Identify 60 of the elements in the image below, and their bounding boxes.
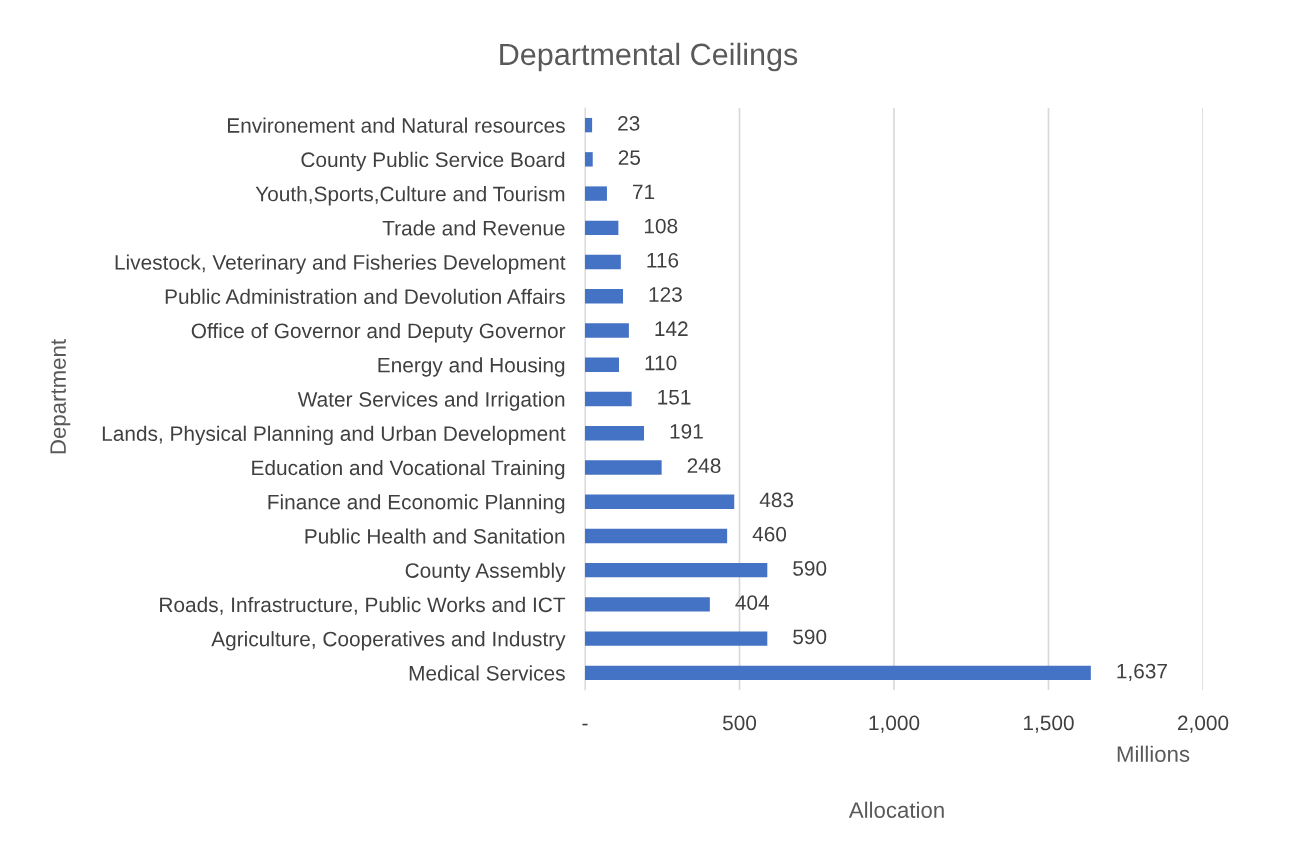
x-tick-label: 2,000	[1177, 715, 1229, 733]
y-axis-title: Department	[50, 339, 71, 454]
data-label: 590	[793, 629, 827, 645]
y-tick-label: Education and Vocational Training	[252, 459, 565, 480]
y-tick-label: Youth,Sports,Culture and Tourism	[255, 186, 565, 206]
y-tick-label: Public Health and Sanitation	[305, 528, 565, 544]
bar	[585, 562, 768, 578]
data-label: 116	[647, 252, 679, 268]
data-label: 191	[670, 424, 703, 439]
bar	[585, 528, 728, 544]
y-tick-label: Roads, Infrastructure, Public Works and ICT	[160, 596, 566, 615]
data-label: 71	[633, 184, 655, 199]
bar	[585, 357, 619, 372]
y-tick-label: Livestock, Veterinary and Fisheries Development	[115, 254, 566, 274]
chart-title: Departmental Ceilings	[500, 42, 798, 72]
y-tick-label: Public Administration and Devolution Affairs	[165, 288, 565, 305]
bar	[585, 631, 768, 646]
x-axis-title: Allocation	[848, 801, 944, 818]
data-label: 483	[759, 492, 794, 508]
bar	[585, 665, 1091, 681]
data-label: 25	[618, 150, 641, 165]
x-tick-label: 1,000	[869, 715, 920, 733]
x-tick-label: 500	[722, 715, 757, 731]
data-label: 590	[793, 561, 827, 576]
y-tick-label: Agriculture, Cooperatives and Industry	[211, 631, 566, 651]
y-tick-label: Medical Services	[409, 665, 565, 681]
data-label: 110	[645, 355, 677, 371]
y-tick-label: County Assembly	[405, 562, 566, 583]
data-label: 123	[649, 287, 682, 302]
bar	[585, 117, 593, 133]
bar	[585, 391, 632, 407]
data-label: 108	[644, 218, 678, 234]
data-label: 142	[655, 321, 688, 336]
y-tick-label: Environement and Natural resources	[227, 117, 565, 133]
data-label: 151	[658, 390, 691, 405]
y-tick-label: Lands, Physical Planning and Urban Development	[102, 425, 566, 446]
y-tick-label: Energy and Housing	[378, 357, 565, 377]
x-tick-label: 1,500	[1024, 715, 1074, 733]
y-tick-label: Water Services and Irrigation	[297, 391, 565, 411]
bar	[585, 254, 621, 270]
y-tick-label: Trade and Revenue	[382, 220, 565, 236]
x-tick-label: -	[582, 723, 588, 726]
bar	[585, 426, 645, 441]
y-tick-label: Finance and Economic Planning	[268, 494, 565, 514]
bar	[585, 460, 662, 475]
bar	[585, 220, 619, 236]
data-label: 460	[752, 526, 787, 542]
data-label: 1,637	[1117, 663, 1167, 681]
text: Millions	[1117, 745, 1190, 762]
y-tick-label: County Public Service Board	[301, 151, 565, 172]
bar	[585, 494, 735, 509]
bar	[585, 289, 624, 304]
y-tick-label: Office of Governor and Deputy Governor	[191, 322, 566, 343]
data-label: 23	[618, 115, 640, 131]
bar	[585, 323, 629, 338]
bar	[585, 597, 710, 612]
bar	[585, 186, 607, 201]
bar	[585, 152, 593, 167]
data-label: 248	[687, 458, 721, 474]
data-label: 404	[735, 595, 769, 610]
